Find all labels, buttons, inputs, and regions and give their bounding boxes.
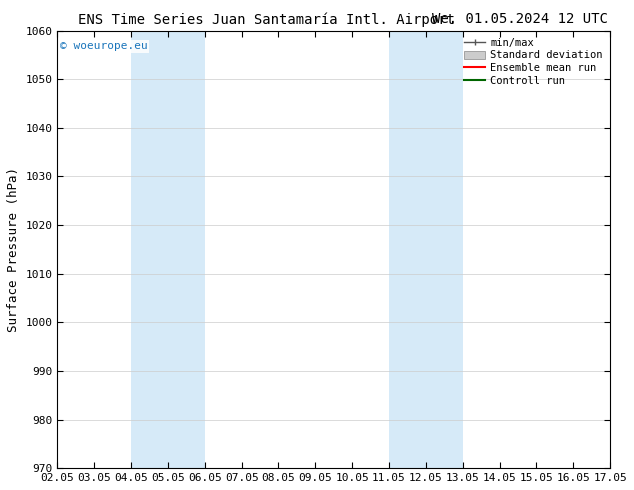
Y-axis label: Surface Pressure (hPa): Surface Pressure (hPa)	[7, 167, 20, 332]
Bar	[389, 30, 463, 468]
Text: © woeurope.eu: © woeurope.eu	[60, 42, 148, 51]
Bar	[131, 30, 205, 468]
Text: We. 01.05.2024 12 UTC: We. 01.05.2024 12 UTC	[432, 12, 608, 26]
Legend: min/max, Standard deviation, Ensemble mean run, Controll run: min/max, Standard deviation, Ensemble me…	[460, 34, 607, 90]
Text: ENS Time Series Juan Santamaría Intl. Airport: ENS Time Series Juan Santamaría Intl. Ai…	[78, 12, 455, 27]
